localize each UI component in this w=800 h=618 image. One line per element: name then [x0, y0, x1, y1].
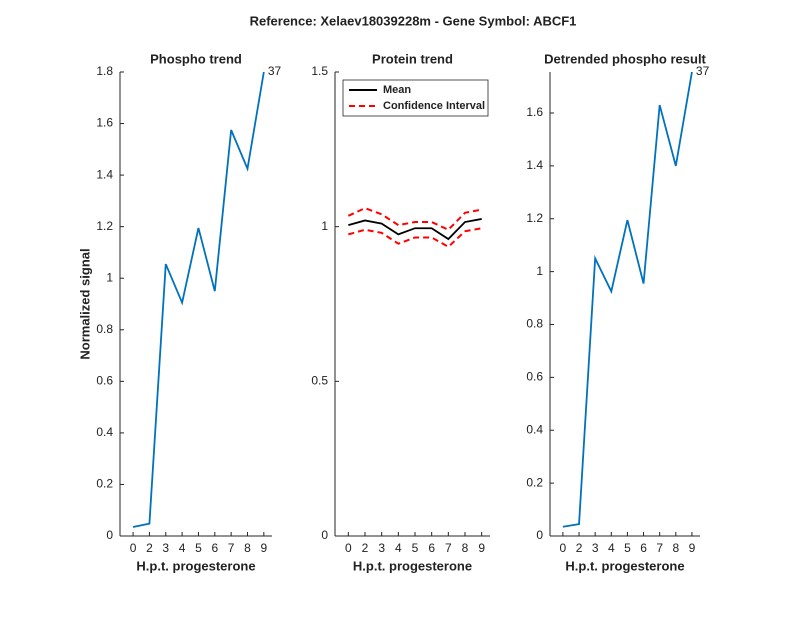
- annotation: 37: [696, 64, 710, 78]
- x-tick-label: 0: [560, 541, 567, 555]
- x-tick-label: 8: [672, 541, 679, 555]
- y-tick-label: 1.5: [311, 64, 328, 78]
- x-tick-label: 3: [162, 541, 169, 555]
- y-tick-label: 0: [536, 528, 543, 542]
- x-tick-label: 9: [478, 541, 485, 555]
- x-tick-label: 7: [656, 541, 663, 555]
- x-tick-label: 2: [576, 541, 583, 555]
- x-tick-label: 4: [608, 541, 615, 555]
- legend-label: Mean: [383, 84, 411, 96]
- y-tick-label: 1.4: [96, 167, 113, 181]
- x-tick-label: 7: [228, 541, 235, 555]
- axes-title: Protein trend: [372, 51, 453, 66]
- series-line: [562, 71, 693, 528]
- y-tick-label: 1.6: [96, 116, 113, 130]
- x-axis-label: H.p.t. progesterone: [565, 558, 684, 573]
- annotation: 37: [268, 64, 282, 78]
- figure-title: Reference: Xelaev18039228m - Gene Symbol…: [250, 13, 577, 28]
- axes-title: Detrended phospho result: [544, 51, 706, 66]
- y-tick-label: 1.4: [526, 158, 543, 172]
- x-tick-label: 0: [130, 541, 137, 555]
- y-tick-label: 1: [106, 270, 113, 284]
- x-tick-label: 5: [195, 541, 202, 555]
- x-tick-label: 2: [146, 541, 153, 555]
- x-tick-label: 4: [179, 541, 186, 555]
- y-tick-label: 1.8: [96, 64, 113, 78]
- y-tick-label: 1: [536, 264, 543, 278]
- y-tick-label: 0.8: [96, 322, 113, 336]
- series-line: [348, 227, 482, 248]
- y-tick-label: 0.2: [96, 477, 113, 491]
- legend-label: Confidence Interval: [383, 100, 485, 112]
- y-tick-label: 1: [321, 219, 328, 233]
- x-tick-label: 6: [428, 541, 435, 555]
- x-tick-label: 5: [412, 541, 419, 555]
- x-tick-label: 6: [211, 541, 218, 555]
- y-tick-label: 0.4: [526, 422, 543, 436]
- legend-box: [342, 79, 489, 117]
- x-tick-label: 2: [362, 541, 369, 555]
- x-tick-label: 8: [462, 541, 469, 555]
- series-line: [348, 218, 482, 241]
- x-tick-label: 4: [395, 541, 402, 555]
- y-tick-label: 0: [321, 528, 328, 542]
- y-tick-label: 0.5: [311, 374, 328, 388]
- x-tick-label: 6: [640, 541, 647, 555]
- y-tick-label: 0: [106, 528, 113, 542]
- x-tick-label: 8: [244, 541, 251, 555]
- axes-title: Phospho trend: [150, 51, 242, 66]
- x-axis-label: H.p.t. progesterone: [353, 558, 472, 573]
- y-tick-label: 0.8: [526, 317, 543, 331]
- y-tick-label: 0.6: [96, 374, 113, 388]
- x-tick-label: 0: [345, 541, 352, 555]
- y-axis-label: Normalized signal: [77, 248, 92, 359]
- x-tick-label: 5: [624, 541, 631, 555]
- y-tick-label: 1.6: [526, 105, 543, 119]
- y-tick-label: 0.6: [526, 370, 543, 384]
- series-line: [347, 207, 482, 231]
- x-tick-label: 3: [378, 541, 385, 555]
- y-tick-label: 1.2: [526, 211, 543, 225]
- x-axis-label: H.p.t. progesterone: [136, 558, 255, 573]
- x-tick-label: 9: [260, 541, 267, 555]
- y-tick-label: 0.2: [526, 475, 543, 489]
- y-tick-label: 1.2: [96, 219, 113, 233]
- x-tick-label: 7: [445, 541, 452, 555]
- x-tick-label: 9: [689, 541, 696, 555]
- x-tick-label: 3: [592, 541, 599, 555]
- y-tick-label: 0.4: [96, 425, 113, 439]
- series-line: [132, 71, 265, 528]
